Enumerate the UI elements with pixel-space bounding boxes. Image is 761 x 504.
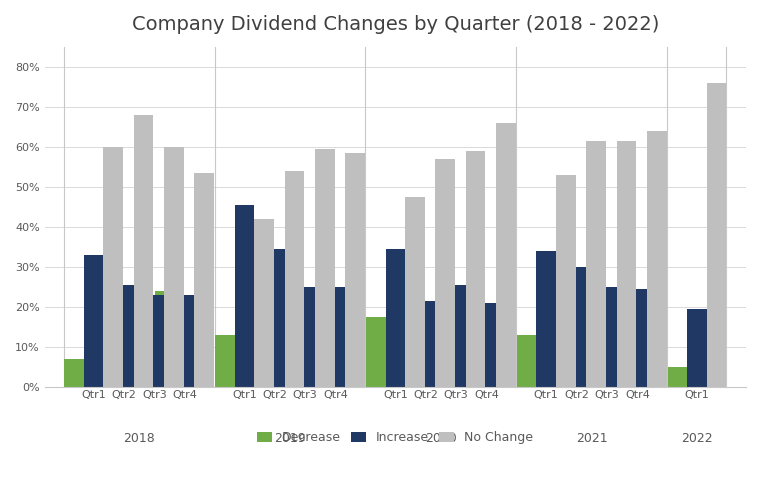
Bar <box>556 175 575 388</box>
Bar <box>94 359 114 388</box>
Bar <box>547 355 567 388</box>
Bar <box>447 285 466 388</box>
Bar <box>457 335 476 388</box>
Bar <box>416 301 435 388</box>
Bar <box>175 295 195 388</box>
Bar <box>427 323 447 388</box>
Bar <box>64 359 84 388</box>
Bar <box>617 141 636 388</box>
Bar <box>285 171 304 388</box>
Bar <box>234 205 254 388</box>
Text: 2019: 2019 <box>274 432 306 445</box>
Bar <box>396 301 416 388</box>
Bar <box>306 321 326 388</box>
Bar <box>155 291 175 388</box>
Title: Company Dividend Changes by Quarter (2018 - 2022): Company Dividend Changes by Quarter (201… <box>132 15 659 34</box>
Bar <box>567 267 587 388</box>
Bar <box>668 367 687 388</box>
Bar <box>647 131 667 388</box>
Bar <box>315 149 335 388</box>
Bar <box>386 249 405 388</box>
Bar <box>345 153 365 388</box>
Bar <box>537 251 556 388</box>
Text: 2018: 2018 <box>123 432 155 445</box>
Bar <box>125 319 145 388</box>
Text: 2020: 2020 <box>425 432 457 445</box>
Bar <box>517 335 537 388</box>
Bar <box>103 147 123 388</box>
Bar <box>476 303 496 388</box>
Bar <box>496 123 516 388</box>
Bar <box>366 317 386 388</box>
Bar <box>578 333 597 388</box>
Bar <box>265 249 285 388</box>
Bar <box>466 151 486 388</box>
Bar <box>134 115 153 388</box>
Bar <box>608 339 628 388</box>
Bar <box>164 147 183 388</box>
Bar <box>246 343 265 388</box>
Bar <box>215 335 234 388</box>
Bar <box>628 289 647 388</box>
Bar <box>587 141 606 388</box>
Bar <box>114 285 134 388</box>
Bar <box>84 255 103 388</box>
Bar <box>405 197 425 388</box>
Text: 2022: 2022 <box>681 432 713 445</box>
Bar <box>326 287 345 388</box>
Legend: Decrease, Increase, No Change: Decrease, Increase, No Change <box>252 426 538 449</box>
Bar <box>295 287 315 388</box>
Bar <box>597 287 617 388</box>
Bar <box>145 295 164 388</box>
Bar <box>435 159 455 388</box>
Text: 2021: 2021 <box>576 432 607 445</box>
Bar <box>276 325 295 388</box>
Bar <box>687 309 707 388</box>
Bar <box>254 219 274 388</box>
Bar <box>707 83 727 388</box>
Bar <box>195 173 214 388</box>
